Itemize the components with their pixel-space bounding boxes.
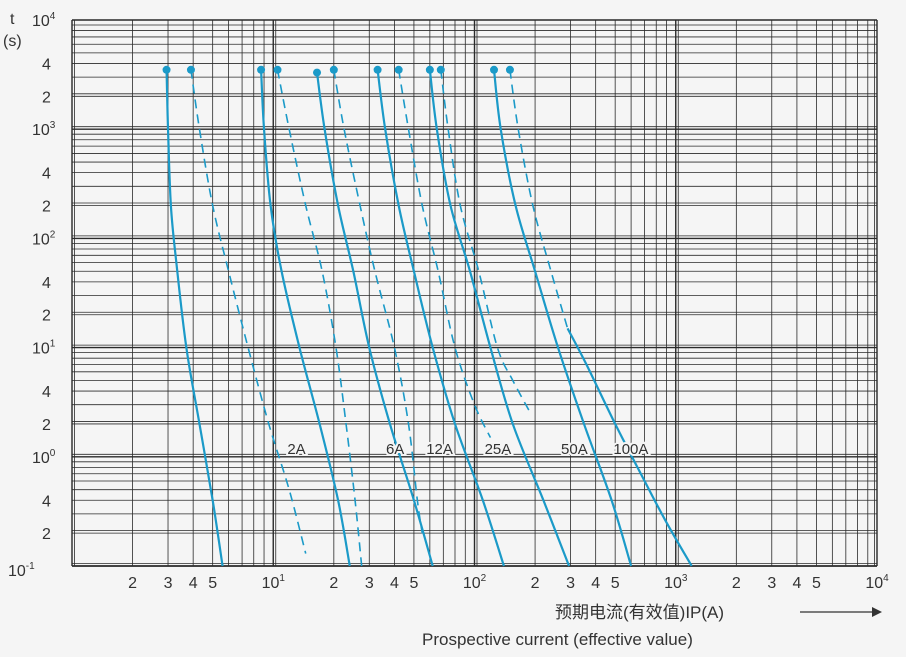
x-tick-label: 3 (767, 575, 776, 592)
curve-6a-max (276, 69, 363, 567)
x-tick-label: 104 (865, 573, 889, 592)
curve-marker-25a (394, 65, 403, 74)
x-tick-label: 101 (262, 573, 286, 592)
x-axis-label-en: Prospective current (effective value) (422, 630, 693, 649)
x-tick-label: 5 (409, 575, 418, 592)
curve-marker-12a (329, 65, 338, 74)
series-label-100a: 100A (613, 441, 648, 458)
series-label-25a: 25A (485, 441, 512, 458)
y-tick-label: 4 (42, 275, 51, 292)
curve-12a-max (333, 69, 424, 534)
x-tick-label: 3 (365, 575, 374, 592)
x-tick-label: 10-1 (8, 561, 35, 580)
y-tick-label: 4 (42, 56, 51, 73)
curve-marker-2a (186, 65, 195, 74)
series-label-6a: 6A (386, 441, 404, 458)
y-tick-label: 2 (42, 417, 51, 434)
y-tick-label: 4 (42, 493, 51, 510)
curve-25a-max (397, 69, 492, 438)
y-tick-label: 101 (32, 339, 56, 358)
curve-25a-min (376, 69, 505, 567)
curve-50a-max (439, 69, 532, 414)
curve-marker-50a (436, 65, 445, 74)
x-tick-label: 2 (531, 575, 540, 592)
curve-12a-min (315, 72, 434, 567)
series-label-50a: 50A (561, 441, 588, 458)
curve-marker-6a (273, 65, 282, 74)
curve-6a-min (259, 69, 351, 567)
y-tick-label: 102 (32, 229, 56, 248)
curve-100a-max (566, 327, 693, 567)
y-tick-label: 103 (32, 120, 56, 139)
y-tick-label: 2 (42, 526, 51, 543)
curve-2a-min (165, 69, 224, 567)
curve-marker-100a (505, 65, 514, 74)
y-tick-label: 4 (42, 384, 51, 401)
y-tick-label: 2 (42, 308, 51, 325)
series-label-2a: 2A (287, 441, 305, 458)
curve-marker-25a (373, 65, 382, 74)
curve-marker-50a (425, 65, 434, 74)
x-tick-label: 102 (463, 573, 487, 592)
chart-tick-labels: 2 3 4 5 101 2 3 4 5 102 2 3 4 5 103 2 3 4 5 10410-110442103… (8, 11, 889, 592)
x-tick-label: 3 (164, 575, 173, 592)
curve-marker-12a (313, 68, 322, 77)
x-tick-label: 5 (812, 575, 821, 592)
series-label-12a: 12A (426, 441, 453, 458)
curve-2a-max (190, 69, 307, 554)
y-tick-label: 2 (42, 199, 51, 216)
x-tick-label: 4 (189, 575, 198, 592)
curve-marker-100a (490, 65, 499, 74)
x-axis-arrow-head (872, 607, 882, 617)
x-tick-label: 3 (566, 575, 575, 592)
x-axis-label-cn: 预期电流(有效值)IP(A) (555, 603, 724, 622)
x-tick-label: 103 (664, 573, 688, 592)
x-tick-label: 2 (732, 575, 741, 592)
curve-50a-min (428, 69, 571, 567)
y-tick-label: 4 (42, 166, 51, 183)
x-tick-label: 4 (591, 575, 600, 592)
y-axis-label-unit: (s) (3, 33, 22, 50)
chart-grid (71, 19, 878, 567)
chart-annotations: 2A 6A 12A 25A 50A 100A (285, 439, 650, 460)
curve-100a-max (509, 69, 569, 329)
x-tick-label: 5 (208, 575, 217, 592)
chart-curves (162, 65, 693, 567)
curve-marker-2a (162, 65, 171, 74)
y-tick-label: 104 (32, 11, 56, 30)
y-tick-label: 2 (42, 89, 51, 106)
y-axis-label-t: t (10, 11, 15, 28)
x-tick-label: 4 (390, 575, 399, 592)
curve-marker-6a (257, 65, 266, 74)
x-tick-label: 2 (128, 575, 137, 592)
x-tick-label: 2 (329, 575, 338, 592)
x-tick-label: 4 (792, 575, 801, 592)
x-tick-label: 5 (611, 575, 620, 592)
curve-100a-min (492, 69, 633, 567)
y-tick-label: 100 (32, 448, 56, 467)
